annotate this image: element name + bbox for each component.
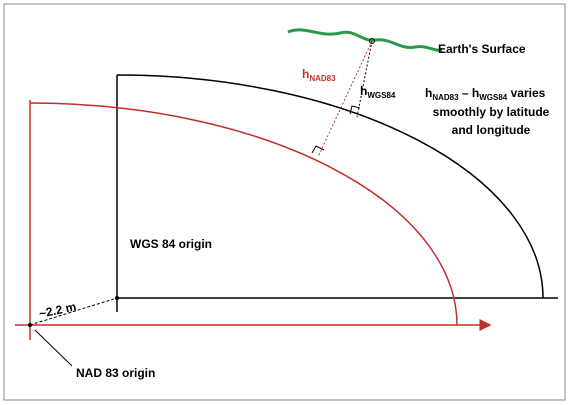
- note-line1: hNAD83 – hWGS84 varies: [425, 86, 546, 102]
- right-angle: [311, 145, 325, 154]
- point: [369, 38, 375, 44]
- nad-ellipsoid: [29, 102, 458, 326]
- earth-surface-label: Earth's Surface: [438, 42, 526, 56]
- h-nad83-label: hNAD83: [302, 67, 336, 83]
- frame: [3, 3, 566, 401]
- h-wgs-line: [356, 40, 373, 118]
- t: WGS84: [479, 93, 508, 102]
- right-angle: [349, 105, 361, 115]
- t: – h: [459, 86, 480, 100]
- wgs-ellipsoid: [116, 74, 544, 299]
- base: h: [360, 84, 367, 98]
- leader: [34, 329, 73, 367]
- note-line3: and longitude: [452, 123, 531, 137]
- h-wgs84-label: hWGS84: [360, 84, 396, 100]
- h-nad-line: [317, 40, 373, 158]
- nad83-origin-label: NAD 83 origin: [76, 366, 155, 380]
- earth-surface: [287, 28, 443, 52]
- t: NAD83: [432, 93, 459, 102]
- t: h: [425, 86, 432, 100]
- base: h: [302, 67, 309, 81]
- note-line2: smoothly by latitude: [433, 105, 550, 119]
- wgs-origin: [115, 296, 119, 300]
- nad-origin: [28, 323, 32, 327]
- wgs84-origin-label: WGS 84 origin: [130, 237, 212, 251]
- offset-line: [29, 297, 118, 326]
- offset-label: ~2.2 m: [38, 299, 78, 321]
- sub: WGS84: [367, 91, 396, 100]
- sub: NAD83: [309, 74, 336, 83]
- t: varies: [507, 86, 545, 100]
